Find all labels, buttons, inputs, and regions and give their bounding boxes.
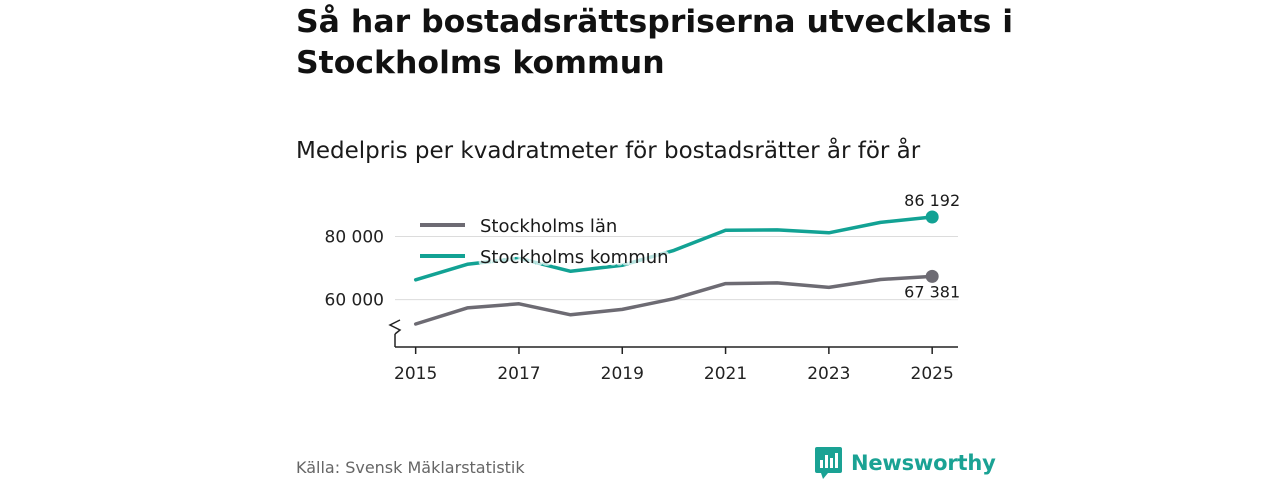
x-tick-label: 2015 bbox=[394, 364, 437, 384]
y-axis-ticks: 60 000 80 000 bbox=[325, 228, 384, 311]
y-tick-label: 80 000 bbox=[325, 228, 384, 248]
x-tick-label: 2021 bbox=[704, 364, 747, 384]
x-axis-ticks: 2015 2017 2019 2021 2023 2025 bbox=[394, 347, 954, 384]
series-line-lan bbox=[413, 274, 934, 326]
x-tick-label: 2017 bbox=[497, 364, 540, 384]
y-axis-break-icon bbox=[388, 319, 402, 335]
newsworthy-logo[interactable]: Newsworthy bbox=[815, 447, 996, 479]
newsworthy-logo-icon bbox=[815, 447, 842, 479]
series-endpoints: 67 381 86 192 bbox=[902, 189, 962, 303]
x-tick-label: 2025 bbox=[911, 364, 954, 384]
series-lines bbox=[413, 215, 934, 326]
line-chart: 60 000 80 000 2015 2017 2019 2021 2023 2025 St… bbox=[325, 189, 963, 384]
legend: Stockholms län Stockholms kommun bbox=[420, 214, 671, 271]
chart-title: Så har bostadsrättspriserna utvecklats i… bbox=[296, 4, 1014, 81]
endpoint-dot-lan bbox=[925, 269, 939, 283]
legend-label-kommun: Stockholms kommun bbox=[480, 247, 669, 268]
x-tick-label: 2019 bbox=[601, 364, 644, 384]
newsworthy-logo-text: Newsworthy bbox=[851, 451, 996, 475]
y-tick-label: 60 000 bbox=[325, 291, 384, 311]
x-tick-label: 2023 bbox=[807, 364, 850, 384]
endpoint-label-kommun: 86 192 bbox=[904, 191, 960, 210]
legend-label-lan: Stockholms län bbox=[480, 216, 617, 237]
chart-subtitle: Medelpris per kvadratmeter för bostadsrä… bbox=[296, 138, 921, 164]
axes bbox=[388, 319, 958, 348]
source-note: Källa: Svensk Mäklarstatistik bbox=[296, 458, 525, 477]
series-line-kommun bbox=[413, 215, 934, 282]
endpoint-label-lan: 67 381 bbox=[904, 282, 960, 301]
endpoint-dot-kommun bbox=[925, 210, 939, 224]
